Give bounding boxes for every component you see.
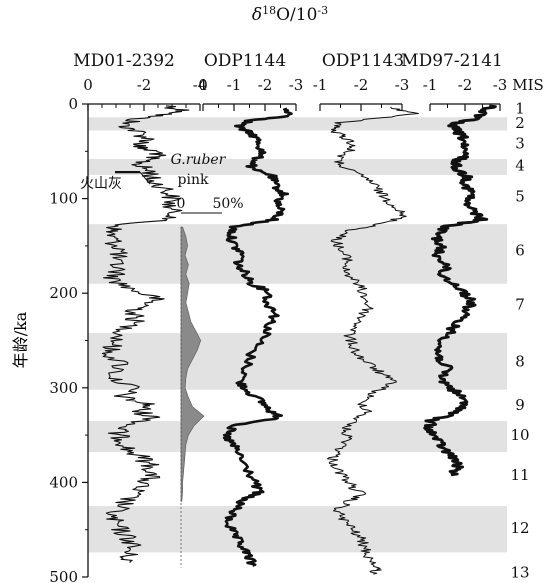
series-name-odp1143: ODP1143 (322, 51, 404, 71)
x-tick-label-md01-2392-0: 0 (83, 76, 93, 94)
ash-label: 火山灰 (80, 176, 122, 192)
x-tick-label-odp1144-0: 0 (198, 76, 208, 94)
x-tick-label-odp1143-2: -3 (395, 76, 410, 94)
age-tick-label-0: 0 (68, 95, 78, 113)
axes (82, 103, 501, 578)
mis-stage-7: 7 (515, 296, 525, 314)
series-line-odp1143 (326, 106, 419, 575)
x-tick-label-odp1144-3: -3 (289, 76, 304, 94)
series-name-odp1144: ODP1144 (204, 51, 286, 71)
mis-stage-9: 9 (515, 396, 525, 414)
mis-stage-3: 3 (515, 135, 525, 153)
pink-fraction-area (180, 226, 205, 502)
glacial-band-0 (88, 117, 507, 131)
series-line-md97-2141 (423, 104, 497, 477)
x-tick-label-odp1144-1: -1 (227, 76, 242, 94)
glacial-band-5 (88, 506, 507, 553)
x-tick-label-odp1144-2: -2 (258, 76, 273, 94)
mis-stage-1: 1 (515, 100, 525, 118)
x-tick-label-md97-2141-0: -1 (423, 76, 438, 94)
age-tick-label-200: 200 (49, 284, 78, 302)
series-name-md97-2141: MD97-2141 (401, 51, 503, 71)
pink-scale-0: 0 (177, 196, 186, 212)
mis-stage-2: 2 (515, 114, 525, 132)
x-tick-label-odp1143-0: -1 (313, 76, 328, 94)
chart-title: δ18O/10-3 (252, 4, 328, 26)
x-tick-label-md01-2392-1: -2 (137, 76, 152, 94)
age-tick-label-400: 400 (49, 473, 78, 491)
ash-leader-line (139, 171, 151, 185)
pink-scale-50: 50% (212, 196, 243, 212)
mis-stage-12: 12 (510, 519, 529, 537)
age-tick-label-100: 100 (49, 190, 78, 208)
age-tick-label-500: 500 (49, 568, 78, 583)
series-line-odp1144 (222, 107, 293, 567)
x-tick-label-md97-2141-2: -3 (493, 76, 508, 94)
series-line-md01-2392 (101, 105, 190, 563)
mis-label: MIS (512, 76, 544, 94)
pink-fraction-panel (180, 226, 205, 568)
mis-stage-5: 5 (515, 188, 525, 206)
x-tick-label-odp1143-1: -2 (354, 76, 369, 94)
series-layer (101, 104, 497, 575)
mis-stage-6: 6 (515, 242, 525, 260)
mis-stage-13: 13 (510, 563, 529, 581)
y-axis-label: 年龄/ka (11, 311, 30, 368)
series-name-md01-2392: MD01-2392 (73, 51, 175, 71)
mis-stage-8: 8 (515, 352, 525, 370)
mis-stage-11: 11 (510, 466, 529, 484)
mis-stage-4: 4 (515, 156, 525, 174)
g-ruber-label: G.ruber (171, 152, 227, 168)
mis-stage-10: 10 (510, 426, 529, 444)
x-tick-label-md97-2141-1: -2 (458, 76, 473, 94)
x-tick-label-md01-2392-2: -4 (193, 76, 208, 94)
glacial-band-1 (88, 158, 507, 175)
age-tick-label-300: 300 (49, 379, 78, 397)
pink-label: pink (178, 172, 209, 188)
